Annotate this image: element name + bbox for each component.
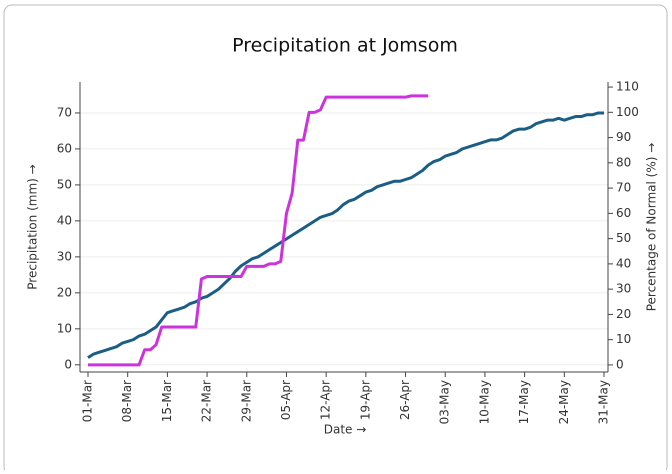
y2-tick-label: 50: [616, 231, 631, 245]
y-tick-label: 70: [57, 105, 72, 119]
y2-tick-label: 100: [616, 105, 639, 119]
y2-tick-label: 30: [616, 282, 631, 296]
x-tick-label: 05-Apr: [279, 380, 293, 420]
x-tick-label: 01-Mar: [81, 380, 95, 422]
y2-tick-label: 110: [616, 80, 639, 94]
x-tick-label: 10-May: [477, 380, 491, 424]
y-tick-label: 0: [64, 357, 72, 371]
y-axis-label: Precipitation (mm) →: [26, 164, 40, 289]
x-axis-label: Date →: [324, 423, 367, 437]
x-tick-label: 08-Mar: [120, 380, 134, 422]
y2-tick-label: 10: [616, 332, 631, 346]
y2-tick-label: 0: [616, 357, 624, 371]
x-tick-label: 17-May: [517, 380, 531, 424]
x-tick-label: 03-May: [438, 380, 452, 424]
chart-title: Precipitation at Jomsom: [232, 35, 458, 57]
x-tick-label: 29-Mar: [239, 380, 253, 422]
x-tick-label: 15-Mar: [160, 380, 174, 422]
y2-tick-label: 60: [616, 206, 631, 220]
x-tick-label: 12-Apr: [319, 380, 333, 420]
series-line: [87, 111, 604, 359]
x-tick-label: 19-Apr: [358, 380, 372, 420]
y-tick-label: 60: [57, 141, 72, 155]
y2-tick-label: 70: [616, 181, 631, 195]
x-tick-label: 31-May: [597, 380, 611, 424]
card: [3, 4, 668, 474]
y2-tick-label: 90: [616, 130, 631, 144]
y-tick-label: 40: [57, 213, 72, 227]
y-tick-label: 10: [57, 321, 72, 335]
y-tick-label: 50: [57, 177, 72, 191]
y2-tick-label: 80: [616, 155, 631, 169]
y2-axis-label: Percentage of Normal (%) →: [645, 143, 659, 312]
y-tick-label: 20: [57, 285, 72, 299]
y2-tick-label: 40: [616, 256, 631, 270]
x-tick-label: 22-Mar: [200, 380, 214, 422]
x-tick-label: 26-Apr: [398, 380, 412, 420]
y2-tick-label: 20: [616, 307, 631, 321]
x-tick-label: 24-May: [557, 380, 571, 424]
y-tick-label: 30: [57, 249, 72, 263]
series-line: [88, 94, 429, 367]
